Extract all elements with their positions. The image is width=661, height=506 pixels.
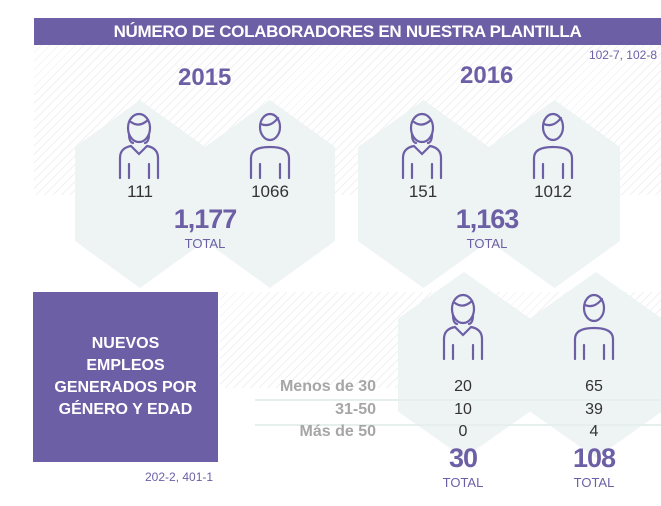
woman-icon: [401, 112, 443, 180]
man-icon: [249, 112, 291, 180]
men-value: 39: [585, 401, 603, 418]
hexagon-women: [398, 272, 530, 458]
section-title: NÚMERO DE COLABORADORES EN NUESTRA PLANT…: [34, 18, 661, 45]
woman-icon: [118, 112, 160, 180]
men-count: 1012: [534, 182, 572, 201]
total-label: TOTAL: [573, 475, 615, 490]
new-jobs-title-box: NUEVOS EMPLEOS GENERADOS POR GÉNERO Y ED…: [33, 292, 218, 462]
total-label: TOTAL: [442, 475, 484, 490]
men-count: 1066: [251, 182, 289, 201]
total-label: TOTAL: [184, 236, 226, 251]
women-value: 20: [454, 378, 472, 395]
year-label: 2016: [460, 62, 514, 89]
men-total: 108: [572, 443, 616, 473]
women-total: 30: [448, 443, 478, 473]
total-value: 1,177: [173, 204, 238, 234]
new-jobs-title: NUEVOS EMPLEOS GENERADOS POR GÉNERO Y ED…: [54, 335, 197, 418]
gri-reference: 202-2, 401-1: [145, 470, 214, 484]
women-value: 0: [458, 423, 468, 440]
women-count: 151: [408, 182, 438, 201]
hexagon-women: [358, 100, 489, 288]
man-icon: [532, 112, 574, 180]
row-divider: [255, 424, 661, 426]
total-label: TOTAL: [466, 236, 508, 251]
men-value: 4: [589, 423, 599, 440]
age-label: Más de 50: [299, 423, 376, 440]
age-label: 31-50: [335, 401, 376, 418]
age-label: Menos de 30: [279, 378, 376, 395]
women-count: 111: [127, 182, 153, 201]
woman-icon: [442, 293, 484, 361]
total-value: 1,163: [455, 204, 520, 234]
men-value: 65: [585, 378, 603, 395]
gri-reference: 102-7, 102-8: [588, 48, 657, 62]
women-value: 10: [454, 401, 472, 418]
year-label: 2015: [178, 64, 232, 91]
man-icon: [573, 293, 615, 361]
row-divider: [255, 399, 661, 401]
